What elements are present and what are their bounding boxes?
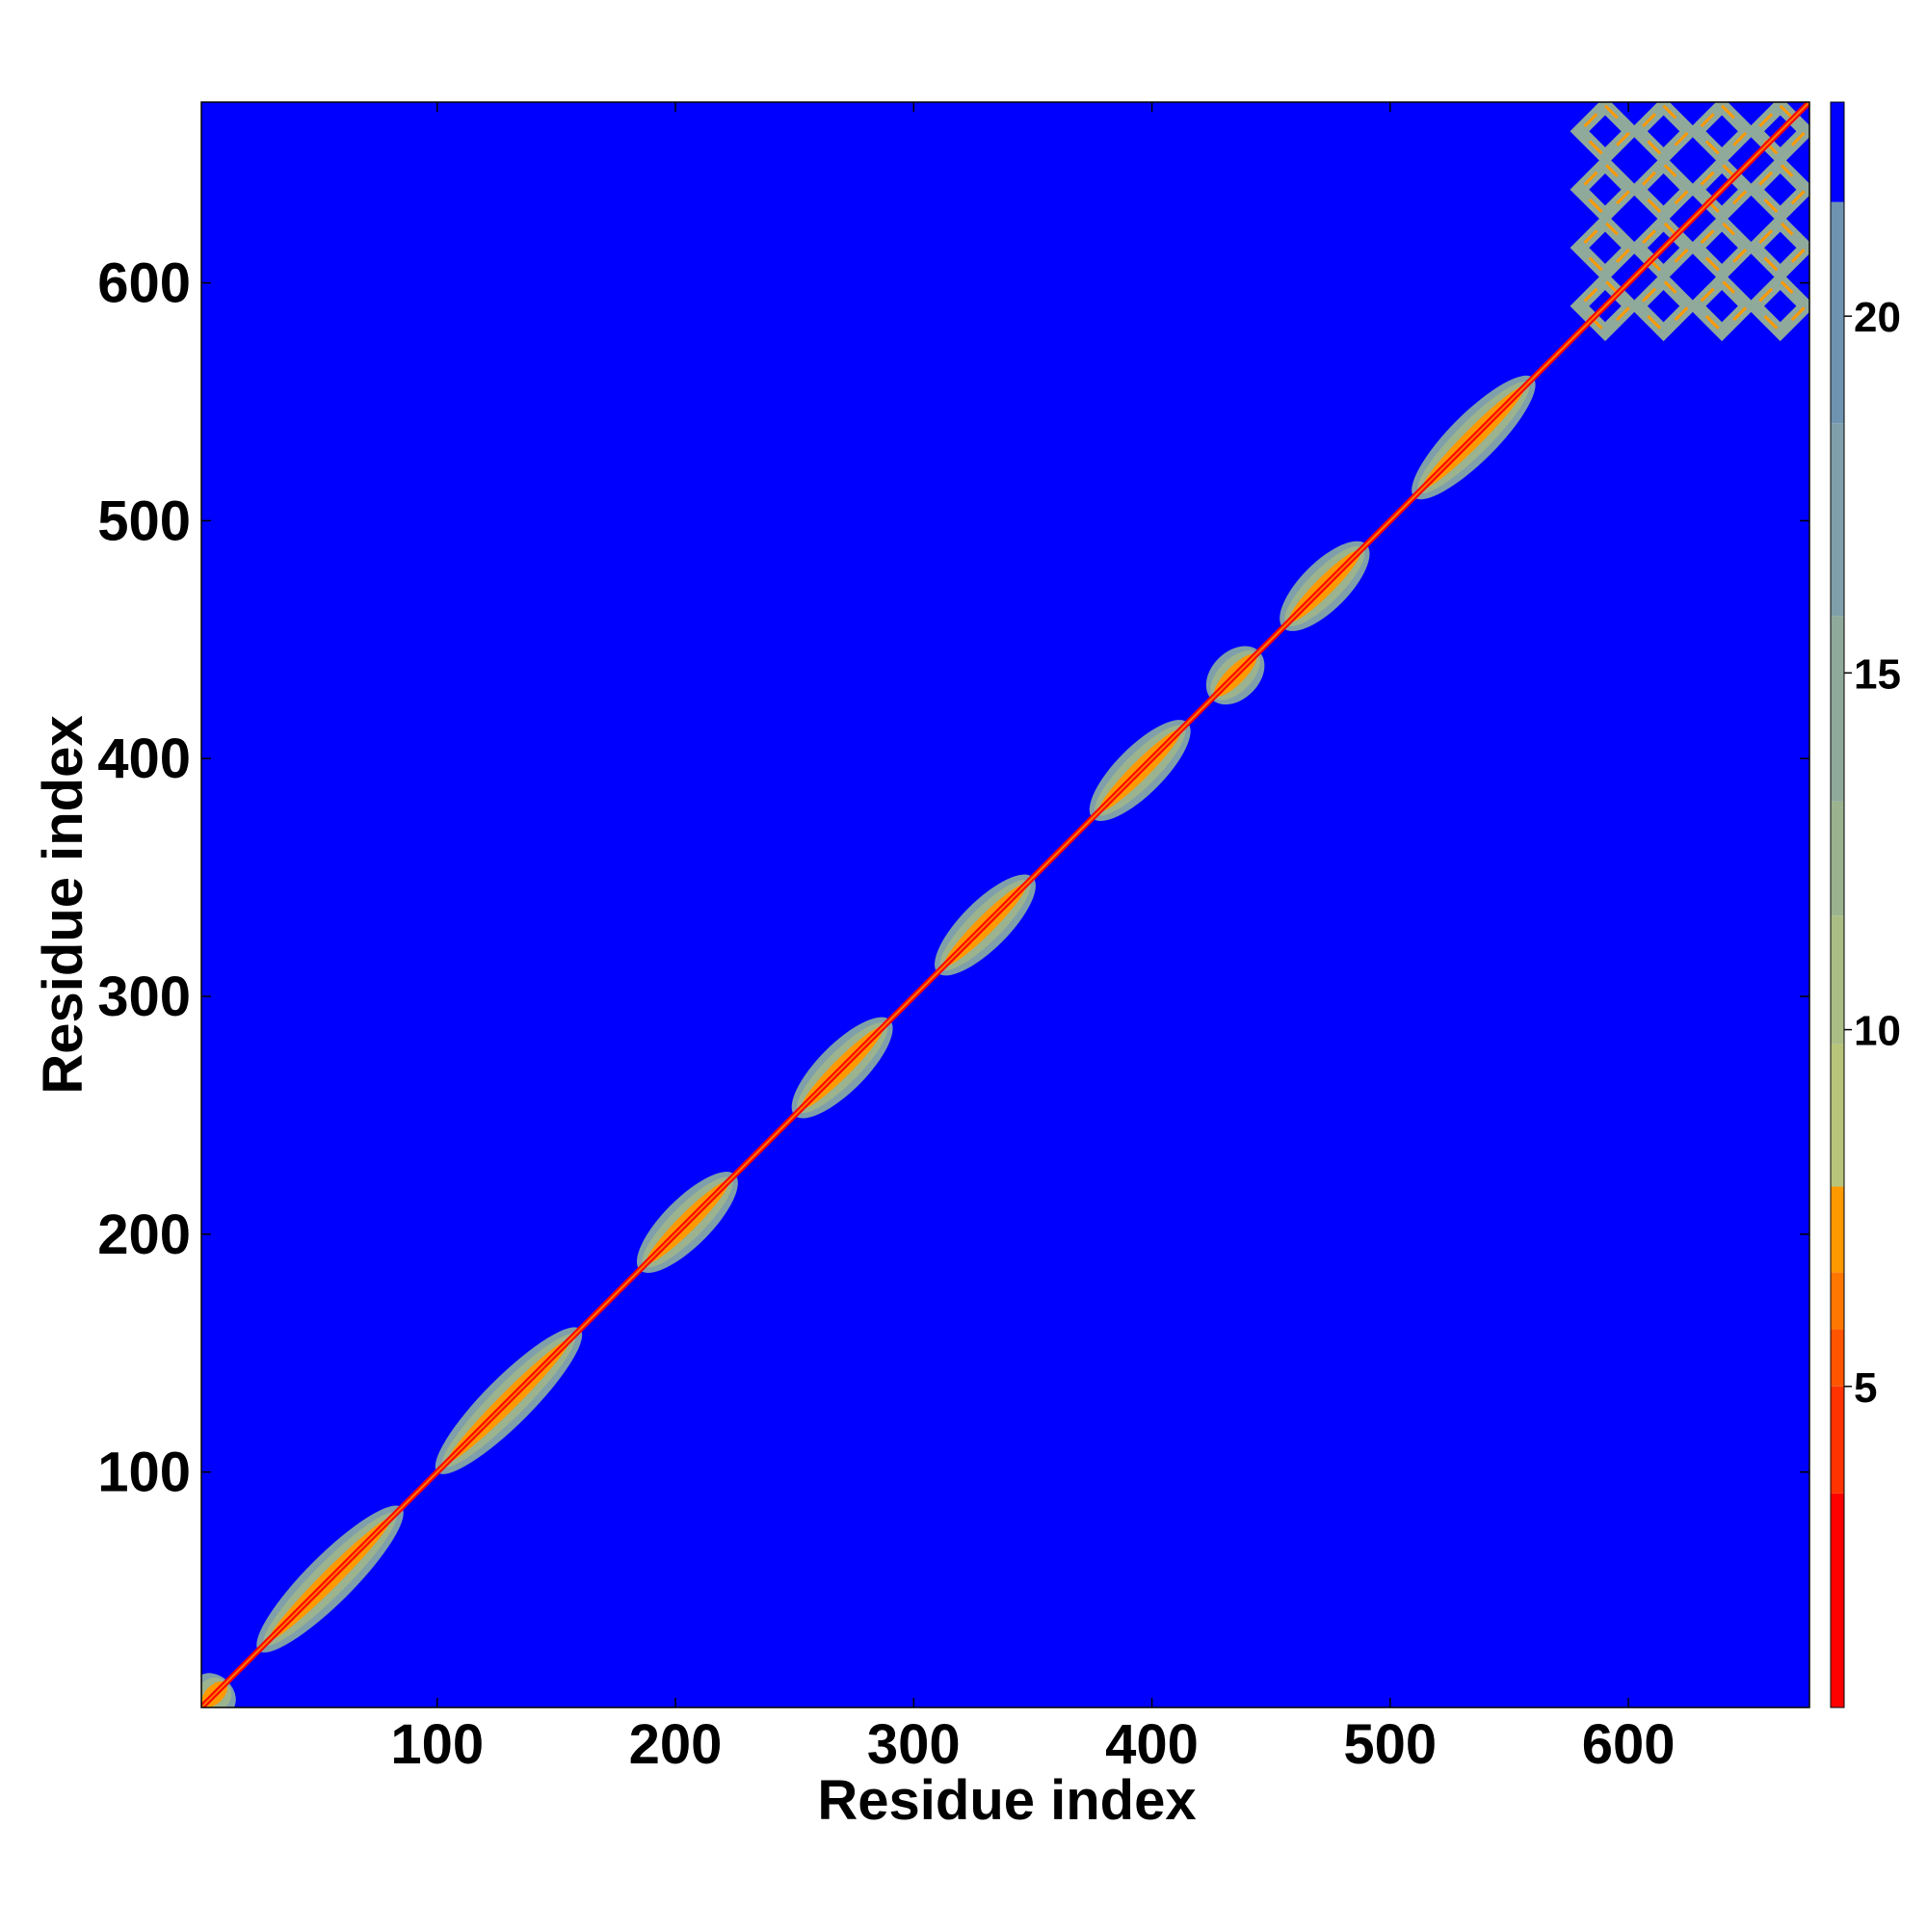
- colorbar-band-10: [1831, 423, 1844, 617]
- colorbar-tick-label-15: 15: [1854, 650, 1901, 698]
- sheet-contact-strand-2: [1635, 278, 1692, 334]
- colorbar-band-5: [1831, 1186, 1844, 1273]
- y-axis-title: Residue index: [32, 715, 94, 1094]
- x-tick-label-600: 600: [1582, 1713, 1676, 1776]
- sheet-contact-strand-7: [1694, 220, 1750, 276]
- x-tick-label-400: 400: [1105, 1713, 1199, 1776]
- colorbar-band-9: [1831, 616, 1844, 802]
- colorbar-band-8: [1831, 801, 1844, 916]
- y-tick-label-100: 100: [97, 1442, 191, 1504]
- colorbar-band-1: [1831, 1493, 1844, 1707]
- colorbar-frame: [1830, 101, 1845, 1708]
- colorbar-band-2: [1831, 1386, 1844, 1494]
- y-tick-label-400: 400: [97, 728, 191, 790]
- sheet-contact-strand-5: [1577, 220, 1633, 276]
- plot-frame: [200, 101, 1810, 1708]
- y-tick-label-300: 300: [97, 966, 191, 1028]
- x-tick-label-300: 300: [867, 1713, 961, 1776]
- colorbar-band-3: [1831, 1329, 1844, 1387]
- sheet-contact-strand-9: [1577, 162, 1633, 218]
- sheet-contact-strand-4: [1753, 278, 1808, 334]
- colorbar-tick-label-5: 5: [1854, 1364, 1877, 1412]
- colorbar-band-7: [1831, 915, 1844, 1045]
- diagonal-core-line: [201, 102, 1809, 1707]
- colorbar: 5 10 15 20: [1830, 101, 1901, 1708]
- sheet-contact-strand-10: [1635, 162, 1692, 218]
- sheet-contact-strand-15: [1694, 103, 1750, 159]
- colorbar-tick-label-20: 20: [1854, 294, 1901, 341]
- colorbar-band-12: [1831, 102, 1844, 202]
- colorbar-band-6: [1831, 1044, 1844, 1187]
- y-tick-label-200: 200: [97, 1204, 191, 1266]
- sheet-contact-strand-14: [1635, 103, 1692, 159]
- sheet-contact-strand-13: [1577, 103, 1633, 159]
- x-axis-title: Residue index: [817, 1769, 1196, 1832]
- colorbar-band-4: [1831, 1272, 1844, 1330]
- colorbar-tick-label-10: 10: [1854, 1008, 1901, 1055]
- heatmap-plot-area: [200, 101, 1810, 1708]
- sheet-contact-strand-12: [1753, 162, 1808, 218]
- colorbar-band-11: [1831, 201, 1844, 424]
- x-tick-label-500: 500: [1343, 1713, 1437, 1776]
- sheet-contact-strand-3: [1694, 278, 1750, 334]
- sheet-contact-strand-8: [1753, 220, 1808, 276]
- x-tick-label-100: 100: [390, 1713, 484, 1776]
- y-tick-label-500: 500: [97, 490, 191, 552]
- y-tick-label-600: 600: [97, 252, 191, 315]
- heatmap-cells: [201, 102, 1809, 1707]
- x-tick-label-200: 200: [629, 1713, 723, 1776]
- x-axis-ticks: 100 200 300 400 500 600: [390, 102, 1675, 1776]
- y-axis-ticks: 100 200 300 400 500 600: [97, 252, 1809, 1504]
